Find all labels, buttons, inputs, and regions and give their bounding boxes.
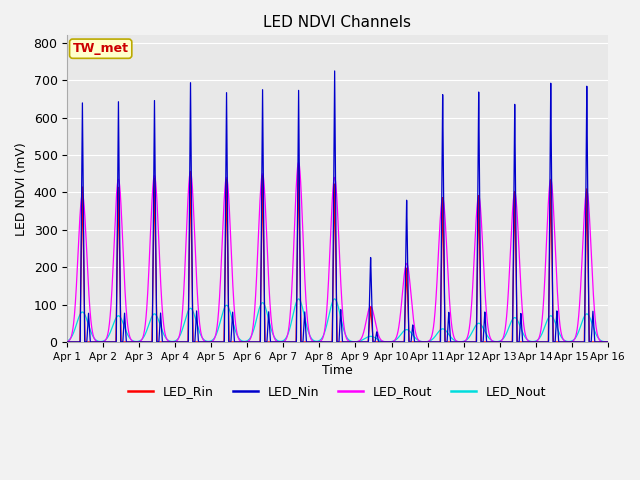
- Y-axis label: LED NDVI (mV): LED NDVI (mV): [15, 142, 28, 236]
- Legend: LED_Rin, LED_Nin, LED_Rout, LED_Nout: LED_Rin, LED_Nin, LED_Rout, LED_Nout: [124, 380, 552, 403]
- Title: LED NDVI Channels: LED NDVI Channels: [264, 15, 412, 30]
- X-axis label: Time: Time: [322, 364, 353, 377]
- Text: TW_met: TW_met: [73, 42, 129, 55]
